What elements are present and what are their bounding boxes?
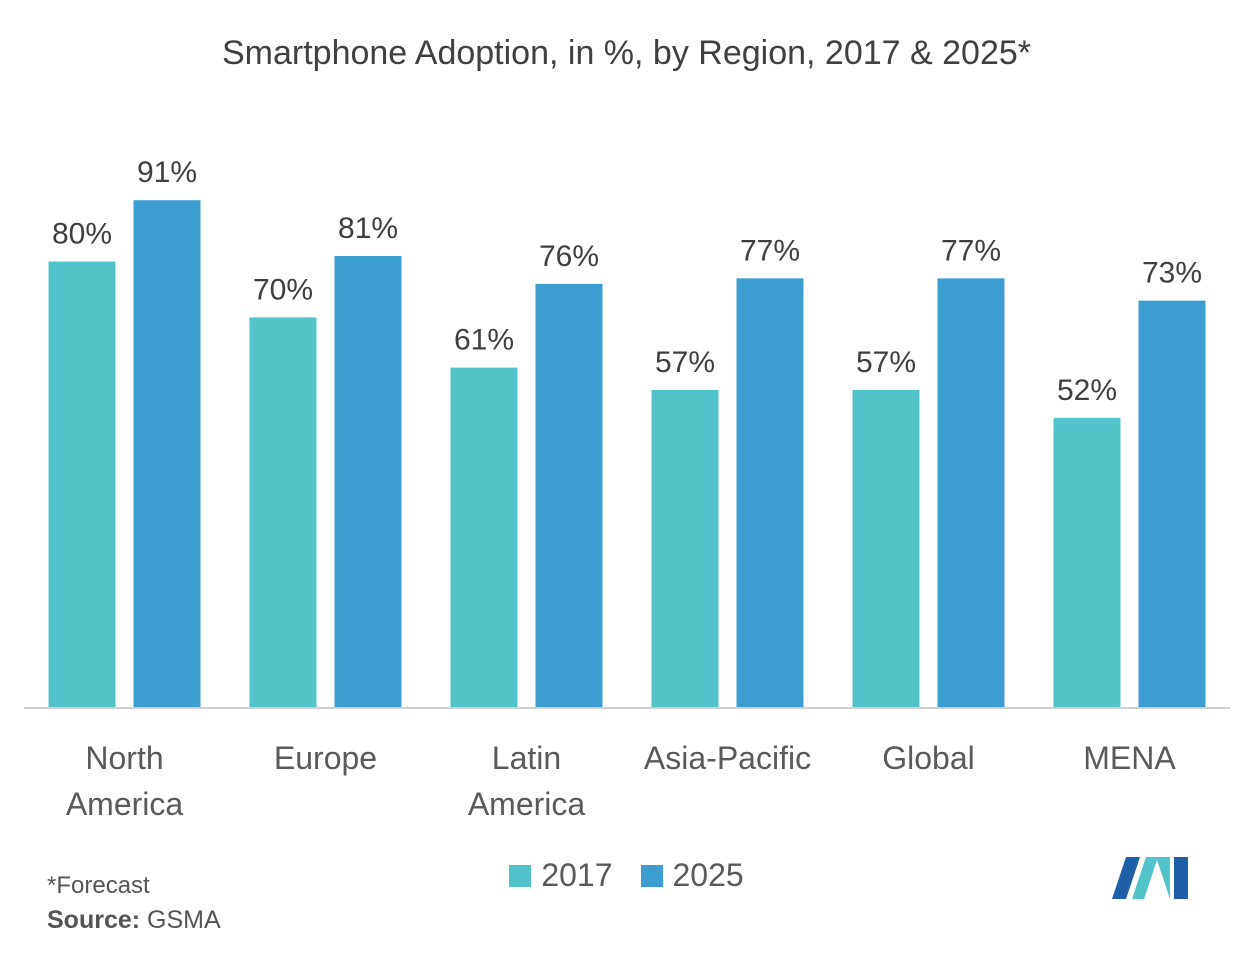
category-label-global: Global [882,740,975,776]
value-label-asia-pacific-2025: 77% [740,234,800,267]
category-label-line: Asia-Pacific [644,740,811,776]
category-labels-layer: North America Europe Latin America Asia-Pacif… [66,740,1177,822]
category-label-mena: MENA [1083,740,1176,776]
bar-global-2025 [937,278,1005,708]
legend-swatch-2017 [509,864,532,887]
category-label-line: America [66,786,184,822]
category-label-latin-america: Latin America [468,740,586,822]
bar-mena-2025 [1138,300,1206,708]
bar-europe-2017 [249,317,317,708]
value-label-global-2017: 57% [856,346,916,379]
category-label-europe: Europe [274,740,377,776]
value-label-global-2025: 77% [941,234,1001,267]
bar-latin-america-2017 [450,367,518,708]
value-label-asia-pacific-2017: 57% [655,346,715,379]
value-label-north-america-2025: 91% [137,156,197,189]
value-label-mena-2025: 73% [1142,257,1202,290]
value-label-europe-2025: 81% [338,212,398,245]
source-label: Source: [47,906,141,934]
legend-label-2017: 2017 [541,857,613,893]
bar-asia-pacific-2025 [736,278,804,708]
legend: 2017 2025 [0,857,1253,894]
bars-layer [48,200,1206,708]
value-label-europe-2017: 70% [253,273,313,306]
legend-item-2025: 2025 [640,857,744,894]
bar-mena-2017 [1053,417,1121,708]
source-value: GSMA [147,906,221,934]
bar-europe-2025 [334,256,402,708]
legend-swatch-2025 [640,864,663,887]
category-label-line: Europe [274,740,377,776]
source-line: Source: GSMA [47,906,221,935]
legend-item-2017: 2017 [509,857,613,894]
chart-title: Smartphone Adoption, in %, by Region, 20… [221,34,1031,72]
bar-global-2017 [852,389,920,708]
category-label-line: America [468,786,586,822]
value-labels-layer: 80% 91% 70% 81% 61% 76% 57% 77% 57% 77% 52% 73% [52,156,1202,407]
value-label-north-america-2017: 80% [52,218,112,251]
category-label-line: North [85,740,163,776]
value-label-mena-2017: 52% [1057,374,1117,407]
category-label-asia-pacific: Asia-Pacific [644,740,811,776]
category-label-line: Latin [492,740,561,776]
bar-north-america-2025 [133,200,201,708]
bar-asia-pacific-2017 [651,389,719,708]
category-label-line: MENA [1083,740,1176,776]
bar-latin-america-2025 [535,283,603,708]
value-label-latin-america-2025: 76% [539,240,599,273]
value-label-latin-america-2017: 61% [454,324,514,357]
category-label-north-america: North America [66,740,184,822]
category-label-line: Global [882,740,975,776]
bar-north-america-2017 [48,261,116,708]
mordor-intelligence-logo-icon [1112,857,1188,899]
legend-label-2025: 2025 [672,857,744,893]
footnote: *Forecast [47,872,150,899]
